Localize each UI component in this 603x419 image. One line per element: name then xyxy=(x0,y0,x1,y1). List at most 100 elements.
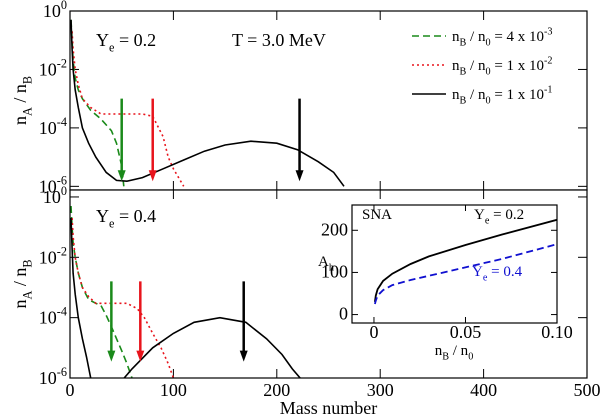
text-segment: e xyxy=(483,273,488,284)
annotation: Ye = 0.4 xyxy=(96,206,156,230)
text-segment: -1 xyxy=(544,84,553,95)
tick-base: 10 xyxy=(39,368,57,388)
y-tick-label: 10-4 xyxy=(39,305,67,328)
tick-exponent: -6 xyxy=(57,173,67,187)
plot-frame xyxy=(69,189,588,379)
text-segment: / n xyxy=(466,29,486,45)
x-tick-label: 0.05 xyxy=(450,322,482,342)
arrow-head xyxy=(148,170,157,182)
text-segment: h xyxy=(329,263,334,274)
series-line xyxy=(70,19,345,187)
series-line xyxy=(374,243,557,305)
x-tick-label: 0 xyxy=(369,322,378,342)
tick-base: 10 xyxy=(43,187,61,207)
x-tick-label: 400 xyxy=(470,380,497,400)
text-segment: 0 xyxy=(468,352,473,363)
text-segment: n xyxy=(435,343,443,359)
text-segment: A xyxy=(318,254,329,270)
y-tick-label: 10-6 xyxy=(39,365,67,388)
x-tick-label: 0.10 xyxy=(541,322,573,342)
text-segment: Y xyxy=(96,206,109,226)
series-line xyxy=(70,217,302,378)
text-segment: 0 xyxy=(485,96,490,107)
arrow-head xyxy=(295,170,304,182)
text-segment: 0 xyxy=(485,38,490,49)
text-segment: Y xyxy=(474,207,485,223)
tick-exponent: -4 xyxy=(57,305,67,319)
arrow-head xyxy=(107,350,116,362)
text-segment: B xyxy=(20,76,34,84)
x-tick-label: 500 xyxy=(574,380,601,400)
y-axis-label: nA / nB xyxy=(10,259,34,308)
legend-label: nB / n0 = 1 x 10-2 xyxy=(452,55,553,77)
arrow-head xyxy=(239,350,248,362)
legend-label: nB / n0 = 4 x 10-3 xyxy=(452,26,553,48)
text-segment: A xyxy=(20,291,34,300)
y-tick-label: 0 xyxy=(339,304,348,324)
arrow-head xyxy=(136,350,145,362)
text-segment: B xyxy=(460,38,467,49)
y-tick-label: 10-6 xyxy=(39,173,67,196)
arrow-head xyxy=(117,170,126,182)
text-segment: = 4 x 10 xyxy=(491,29,544,45)
legend-label: nB / n0 = 1 x 10-1 xyxy=(452,84,553,106)
tick-exponent: 0 xyxy=(61,184,67,198)
tick-exponent: -2 xyxy=(57,56,67,70)
text-segment: = 0.4 xyxy=(487,264,522,280)
plot-frame xyxy=(351,204,558,324)
text-segment: n xyxy=(452,58,460,74)
tick-base: 10 xyxy=(39,247,57,267)
text-segment: SNA xyxy=(362,207,392,223)
x-tick-label: 200 xyxy=(263,380,290,400)
y-axis-label: Ah xyxy=(318,254,334,274)
plot-area xyxy=(70,11,587,190)
text-segment: B xyxy=(442,352,449,363)
tick-exponent: -6 xyxy=(57,365,67,379)
text-segment: B xyxy=(460,67,467,78)
plot-area xyxy=(352,205,557,323)
text-segment: n xyxy=(452,87,460,103)
y-tick-label: 100 xyxy=(43,184,67,207)
text-segment: -2 xyxy=(544,55,553,66)
text-segment: Y xyxy=(472,264,483,280)
text-segment: / n xyxy=(449,343,469,359)
tick-base: 10 xyxy=(39,176,57,196)
text-segment: 0 xyxy=(485,67,490,78)
annotation: Ye = 0.4 xyxy=(472,264,523,284)
text-segment: A xyxy=(20,107,34,116)
y-tick-label: 10-4 xyxy=(39,115,67,138)
y-tick-label: 100 xyxy=(43,0,67,21)
text-segment: = 0.2 xyxy=(114,30,156,50)
text-segment: n xyxy=(452,29,460,45)
text-segment: e xyxy=(485,216,490,227)
tick-base: 10 xyxy=(39,118,57,138)
tick-exponent: 0 xyxy=(61,0,67,12)
tick-base: 10 xyxy=(39,59,57,79)
text-segment: / n xyxy=(10,84,30,107)
tick-exponent: -4 xyxy=(57,115,67,129)
tick-base: 10 xyxy=(39,308,57,328)
text-segment: B xyxy=(460,96,467,107)
y-tick-label: 200 xyxy=(321,219,348,239)
y-tick-label: 10-2 xyxy=(39,244,67,267)
text-segment: n xyxy=(10,116,30,125)
text-segment: / n xyxy=(466,87,486,103)
annotation: Ye = 0.2 xyxy=(474,207,524,227)
y-tick-label: 100 xyxy=(321,261,348,281)
text-segment: = 0.4 xyxy=(114,206,156,226)
x-axis-label: Mass number xyxy=(280,398,378,418)
text-segment: / n xyxy=(466,58,486,74)
annotation: T = 3.0 MeV xyxy=(232,30,326,50)
text-segment: e xyxy=(109,216,114,230)
text-segment: = 1 x 10 xyxy=(491,87,544,103)
text-segment: n xyxy=(10,300,30,309)
annotation: SNA xyxy=(362,207,392,223)
tick-base: 10 xyxy=(43,1,61,21)
y-tick-label: 10-2 xyxy=(39,56,67,79)
text-segment: T = 3.0 MeV xyxy=(232,30,326,50)
tick-exponent: -2 xyxy=(57,244,67,258)
text-segment: Y xyxy=(96,30,109,50)
series-line xyxy=(374,218,557,303)
text-segment: = 1 x 10 xyxy=(491,58,544,74)
